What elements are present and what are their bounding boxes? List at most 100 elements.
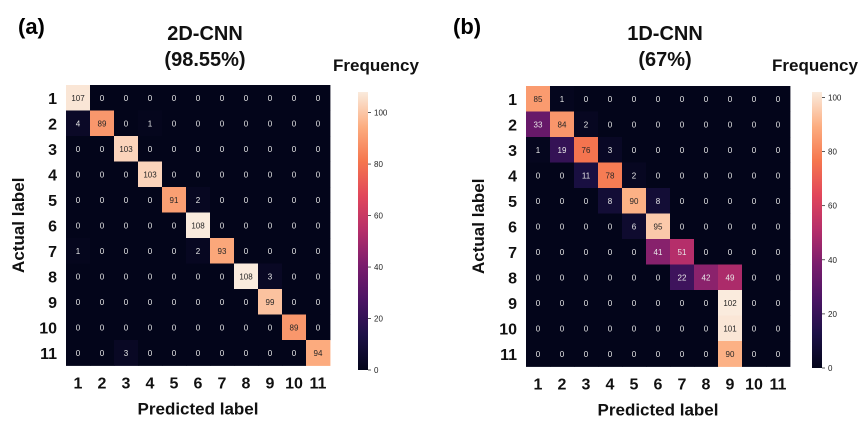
cell-label-r2-c9: 0	[268, 119, 273, 128]
cell-r7-c8	[234, 238, 259, 264]
cell-label-r4-c10: 0	[292, 170, 297, 179]
cell-label-r8-c10: 0	[292, 272, 297, 281]
cell-r9-c2	[550, 290, 575, 316]
y-axis-label: Actual label	[9, 178, 28, 273]
colorbar-title: Frequency	[333, 56, 420, 75]
cell-r3-c1	[526, 137, 551, 163]
cell-label-r10-c11: 0	[776, 324, 781, 333]
cell-label-r3-c7: 0	[680, 146, 685, 155]
cell-label-r11-c4: 0	[608, 350, 613, 359]
cell-label-r6-c6: 108	[191, 221, 205, 230]
cell-label-r6-c2: 0	[560, 222, 565, 231]
cell-r9-c6	[186, 289, 211, 315]
cell-r6-c5	[162, 212, 187, 239]
cell-r6-c9	[258, 212, 283, 239]
cell-label-r7-c5: 0	[632, 248, 637, 257]
cell-r6-c7	[210, 212, 235, 239]
cell-r4-c11	[766, 162, 791, 189]
cell-r3-c8	[694, 137, 719, 163]
cell-label-r7-c1: 0	[536, 248, 541, 257]
cell-label-r2-c10: 0	[752, 120, 757, 129]
cell-r9-c11	[766, 290, 791, 316]
cell-label-r7-c9: 0	[268, 247, 273, 256]
cell-r8-c2	[90, 263, 115, 290]
cell-r3-c7	[210, 136, 235, 162]
cell-r9-c4	[138, 289, 163, 315]
cell-label-r4-c5: 0	[172, 170, 177, 179]
y-tick-3: 3	[508, 143, 517, 160]
cell-label-r7-c10: 0	[752, 248, 757, 257]
cell-r3-c2	[90, 136, 115, 162]
cell-label-r5-c9: 0	[728, 197, 733, 206]
cell-r4-c4	[138, 161, 163, 188]
cell-label-r7-c6: 41	[654, 248, 663, 257]
y-tick-5: 5	[48, 193, 57, 210]
colorbar-tick-0: 0	[828, 364, 833, 373]
cell-r4-c2	[550, 162, 575, 189]
cell-label-r5-c1: 0	[76, 196, 81, 205]
cell-label-r9-c11: 0	[316, 298, 321, 307]
cell-r2-c9	[718, 111, 743, 138]
cell-r11-c1	[66, 340, 91, 366]
x-tick-4: 4	[146, 376, 155, 393]
cell-r5-c10	[282, 187, 307, 213]
cell-label-r11-c8: 0	[244, 349, 249, 358]
cell-label-r7-c2: 0	[100, 247, 105, 256]
cell-label-r2-c3: 2	[584, 120, 589, 129]
cell-r8-c6	[646, 264, 671, 291]
cell-r5-c1	[526, 188, 551, 214]
cell-label-r8-c8: 42	[702, 273, 711, 282]
cell-label-r8-c7: 0	[220, 272, 225, 281]
cell-label-r10-c1: 0	[536, 324, 541, 333]
cell-label-r1-c7: 0	[220, 94, 225, 103]
x-tick-9: 9	[726, 377, 735, 394]
cell-label-r9-c1: 0	[536, 299, 541, 308]
y-tick-1: 1	[48, 91, 57, 108]
cell-r4-c5	[162, 161, 187, 188]
cell-label-r9-c7: 0	[680, 299, 685, 308]
cell-r6-c4	[138, 212, 163, 239]
cell-label-r10-c1: 0	[76, 323, 81, 332]
x-tick-4: 4	[606, 377, 615, 394]
y-tick-4: 4	[48, 167, 57, 184]
x-tick-7: 7	[218, 376, 227, 393]
cell-label-r4-c11: 0	[316, 170, 321, 179]
cell-label-r4-c9: 0	[728, 171, 733, 180]
cell-label-r9-c2: 0	[100, 298, 105, 307]
cell-r1-c8	[234, 85, 259, 111]
cell-label-r11-c6: 0	[196, 349, 201, 358]
cell-label-r11-c10: 0	[752, 350, 757, 359]
cell-label-r1-c9: 0	[728, 95, 733, 104]
cell-r1-c5	[622, 86, 647, 112]
cell-r8-c1	[66, 263, 91, 290]
colorbar	[812, 92, 822, 368]
cell-r7-c6	[646, 239, 671, 265]
cell-r8-c5	[622, 264, 647, 291]
cell-r4-c3	[114, 161, 139, 188]
cell-r5-c5	[622, 188, 647, 214]
cell-r5-c8	[694, 188, 719, 214]
cell-r6-c3	[574, 213, 599, 240]
cell-r7-c11	[766, 239, 791, 265]
cell-r3-c3	[114, 136, 139, 162]
cell-label-r5-c8: 0	[244, 196, 249, 205]
cell-r6-c10	[742, 213, 767, 240]
heatmap-cells: 107 0 0 0 0 0 0 0 0 0 04 89 0 1 0 0 0 0 0 0 00 0 103 0 0 0 0 0 0 0 00 0…	[66, 85, 331, 366]
cell-r7-c10	[742, 239, 767, 265]
cell-label-r3-c1: 0	[76, 145, 81, 154]
colorbar-tick-60: 60	[828, 202, 837, 211]
cell-r3-c5	[162, 136, 187, 162]
cell-label-r2-c3: 0	[124, 119, 129, 128]
cell-r10-c6	[646, 315, 671, 342]
cell-label-r8-c2: 0	[560, 273, 565, 282]
cell-label-r4-c3: 11	[582, 171, 591, 180]
cell-r10-c6	[186, 314, 211, 341]
cell-label-r9-c3: 0	[124, 298, 129, 307]
colorbar-title: Frequency	[772, 56, 859, 75]
y-tick-2: 2	[48, 116, 57, 133]
cell-r4-c11	[306, 161, 331, 188]
cell-label-r11-c2: 0	[560, 350, 565, 359]
cell-label-r4-c3: 0	[124, 170, 129, 179]
cell-r3-c7	[670, 137, 695, 163]
cell-label-r10-c9: 101	[723, 324, 737, 333]
